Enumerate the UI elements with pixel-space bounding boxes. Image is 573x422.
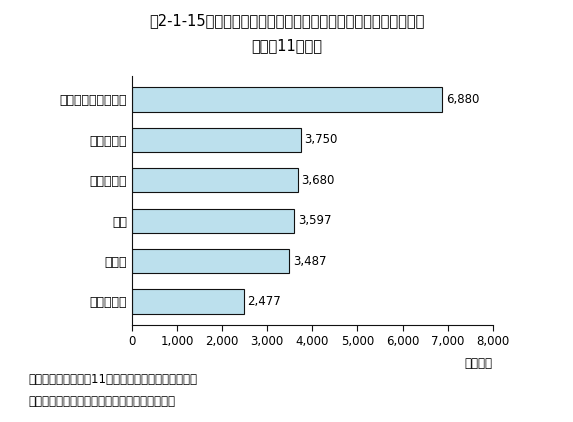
Text: 3,680: 3,680 <box>301 174 335 187</box>
Text: 3,597: 3,597 <box>298 214 331 227</box>
Text: 3,750: 3,750 <box>305 133 338 146</box>
Text: 2,477: 2,477 <box>247 295 281 308</box>
Text: 6,880: 6,880 <box>446 93 479 106</box>
Text: 資料：総務省統計局「科学技術研究調査報告」: 資料：総務省統計局「科学技術研究調査報告」 <box>29 395 176 408</box>
Text: 注）研究者数は平成11年４月１日現在の値である。: 注）研究者数は平成11年４月１日現在の値である。 <box>29 373 198 387</box>
Text: 第2-1-15図　業種別の研究者１人当たりの研究費（上位５業種）: 第2-1-15図 業種別の研究者１人当たりの研究費（上位５業種） <box>149 13 424 28</box>
Bar <box>132 87 442 111</box>
Bar <box>132 168 298 192</box>
Bar <box>132 128 301 152</box>
Text: （万円）: （万円） <box>465 357 493 371</box>
Text: （平成11年度）: （平成11年度） <box>251 38 322 53</box>
Bar <box>132 289 244 314</box>
Text: 3,487: 3,487 <box>293 254 326 268</box>
Bar <box>132 249 289 273</box>
Bar <box>132 208 294 233</box>
